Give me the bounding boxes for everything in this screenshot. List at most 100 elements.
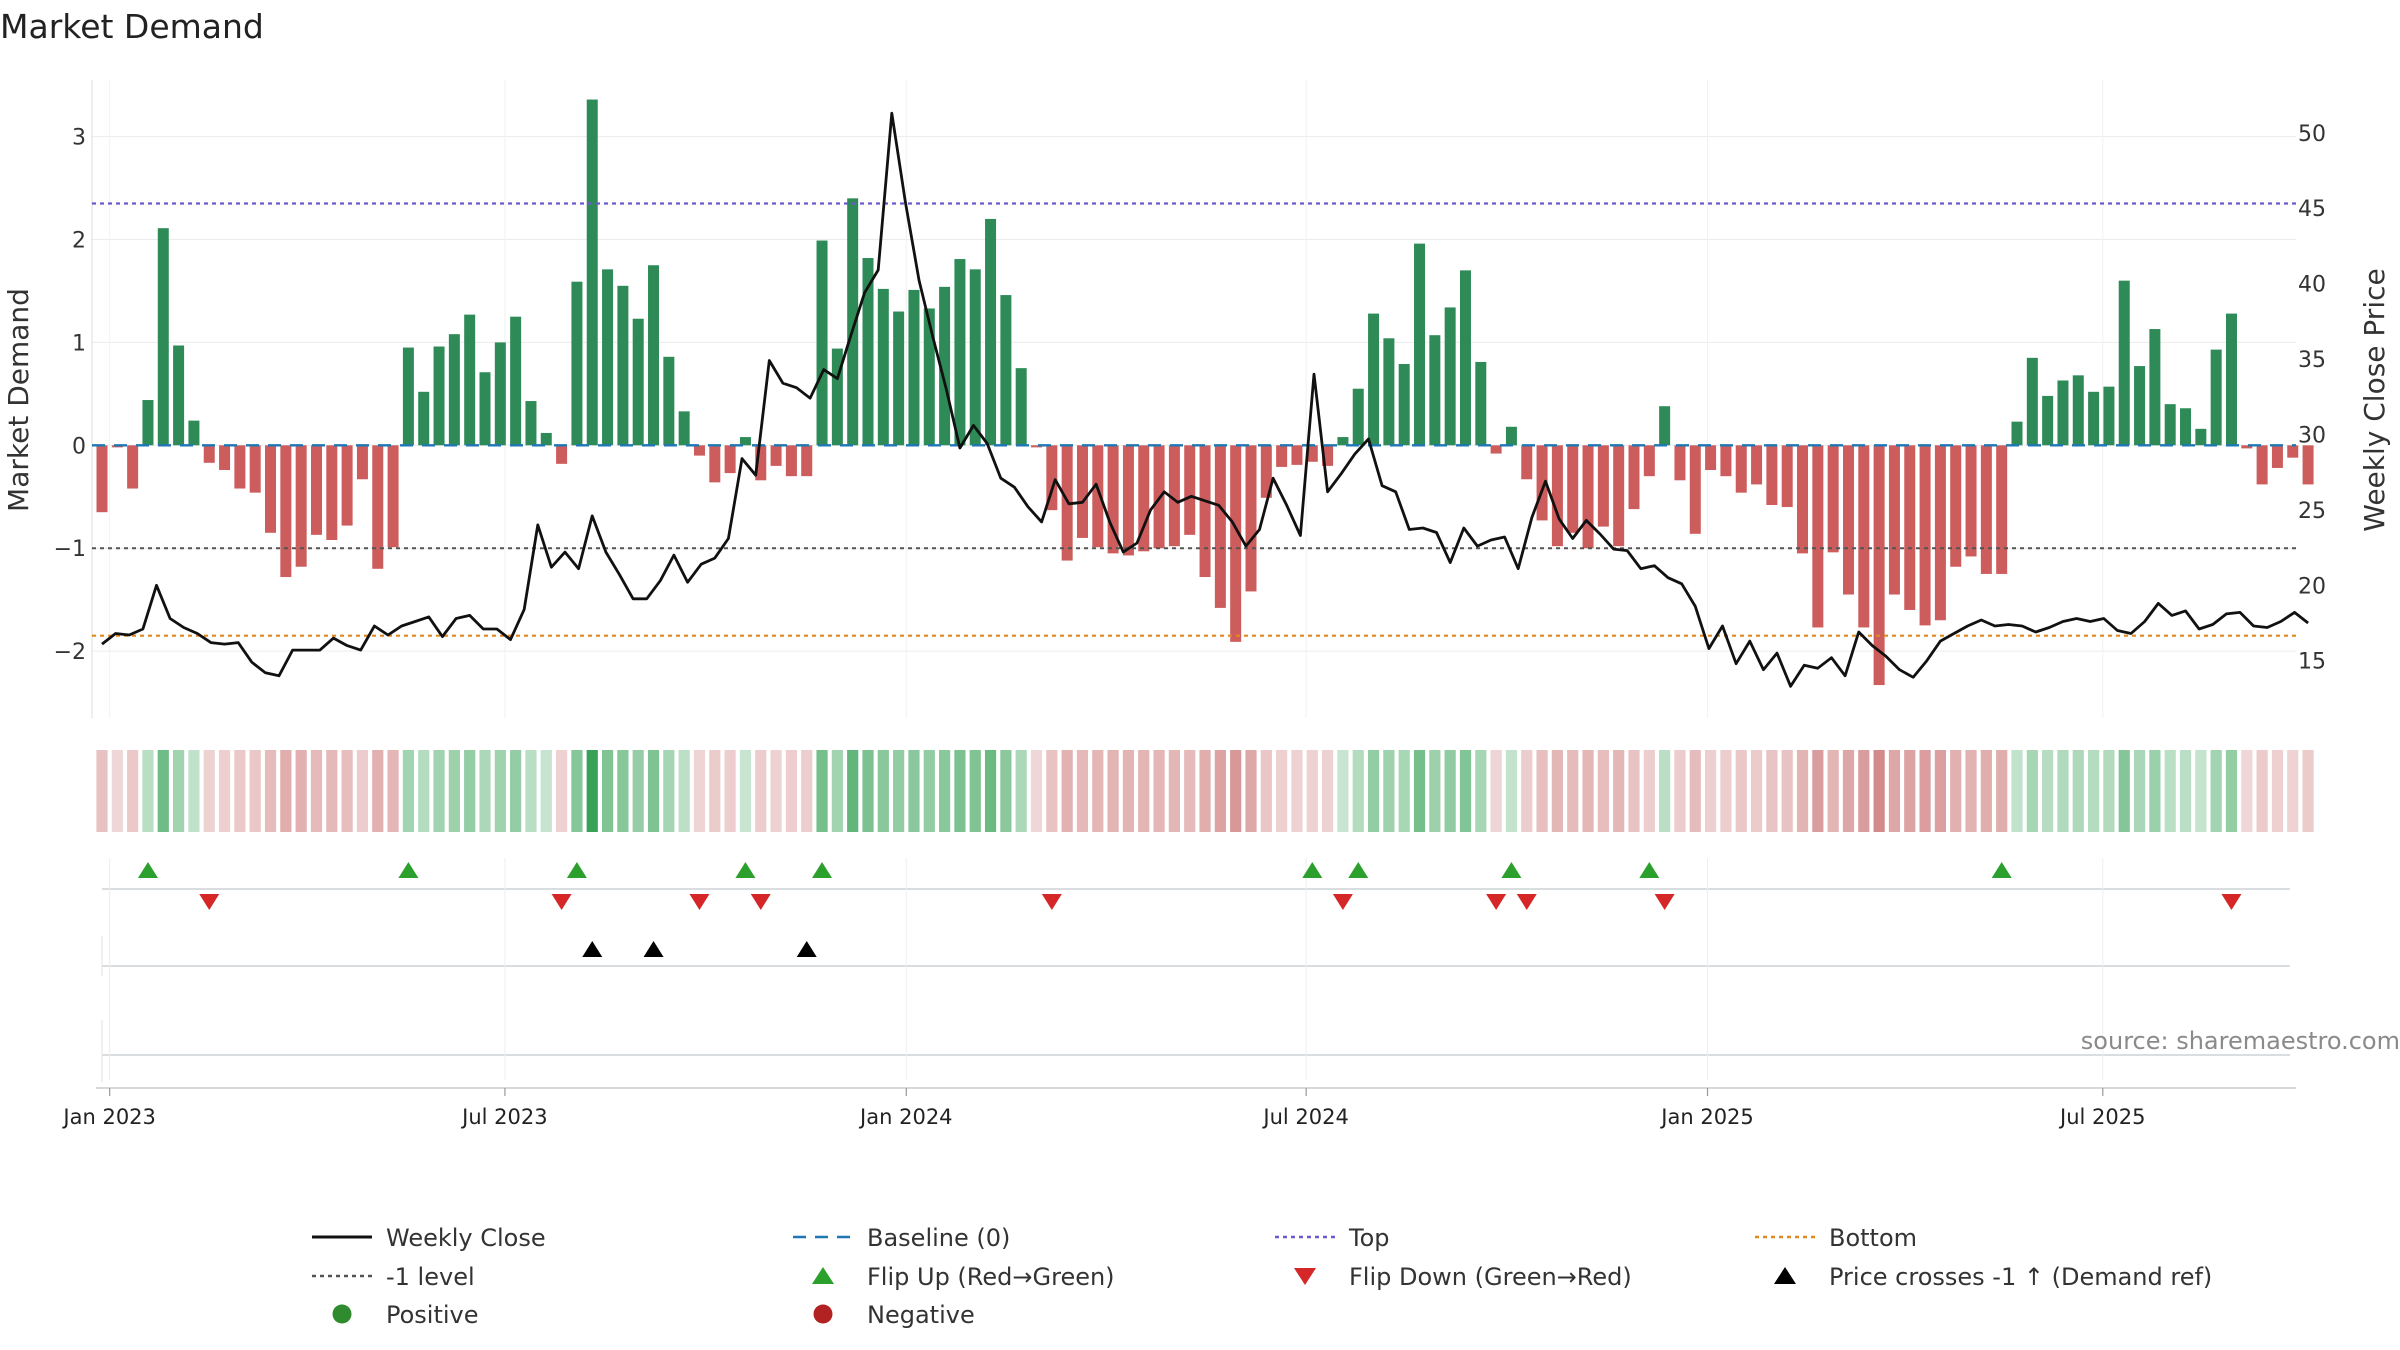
strip-cell <box>801 750 813 832</box>
positive-bar <box>602 269 614 446</box>
negative-bar <box>1735 445 1747 493</box>
strip-cell <box>632 750 644 832</box>
flip-down-marker <box>1041 894 1062 910</box>
strip-cell <box>586 750 598 832</box>
negative-bar <box>709 445 721 483</box>
negative-bar <box>326 445 338 540</box>
negative-bar <box>234 445 246 489</box>
legend-swatch-triangle-down <box>1294 1268 1316 1285</box>
strip-cell <box>1092 750 1104 832</box>
x-tick-label: Jul 2025 <box>2058 1105 2145 1129</box>
negative-bar <box>1812 445 1824 628</box>
positive-bar <box>1475 361 1487 446</box>
level-lines <box>92 202 2296 637</box>
strip-cell <box>1061 750 1073 832</box>
negative-bar <box>1168 445 1180 547</box>
negative-bar <box>1076 445 1088 538</box>
positive-bar <box>847 198 859 446</box>
flip-up-marker <box>1348 862 1369 878</box>
strip-cell <box>1628 750 1640 832</box>
positive-bar <box>2164 404 2176 446</box>
legend-label: Flip Up (Red→Green) <box>867 1263 1115 1291</box>
y-right-tick-label: 45 <box>2298 197 2326 222</box>
positive-bar <box>969 269 981 446</box>
strip-cell <box>755 750 767 832</box>
negative-bar <box>1490 445 1502 454</box>
strip-cell <box>1551 750 1563 832</box>
negative-bar <box>1306 445 1318 462</box>
positive-bar <box>464 314 476 446</box>
y-right-tick-label: 50 <box>2298 122 2326 147</box>
negative-bar <box>1046 445 1058 511</box>
flip-up-marker <box>137 862 158 878</box>
y-right-tick-label: 40 <box>2298 273 2326 298</box>
y-left-tick-label: −2 <box>54 640 86 665</box>
strip-cell <box>2179 750 2192 832</box>
negative-bar <box>1291 445 1303 465</box>
positive-bar <box>586 99 598 446</box>
strip-cell <box>2118 750 2130 832</box>
strip-cell <box>1934 750 1946 832</box>
positive-bar <box>985 218 997 446</box>
positive-bar <box>2225 313 2237 446</box>
positive-bar <box>678 411 690 446</box>
price-cross-marker <box>796 941 817 957</box>
legend: Weekly Close Baseline (0) Top Bottom -1 leve… <box>312 1224 2212 1329</box>
y-right-tick-label: 25 <box>2298 499 2326 524</box>
negative-bar <box>770 445 782 466</box>
strip-cell <box>923 750 935 832</box>
legend-item: Price crosses -1 ↑ (Demand ref) <box>1774 1263 2212 1291</box>
negative-bar <box>127 445 139 489</box>
y-tick-labels: 3 2 1 0 −1 −2 50 45 40 35 30 25 20 15 <box>54 122 2326 675</box>
x-axis: Jan 2023 Jul 2023 Jan 2024 Jul 2024 Jan 2025… <box>61 1087 2296 1129</box>
strip-cell <box>1306 750 1318 832</box>
strip-cell <box>2164 750 2176 832</box>
negative-bar <box>1230 445 1242 642</box>
strip-cell <box>1459 750 1472 832</box>
positive-bar <box>433 346 445 446</box>
negative-bar <box>1858 445 1870 628</box>
negative-bar <box>1536 445 1548 521</box>
event-rows <box>101 858 2290 1082</box>
strip-cell <box>2042 750 2054 832</box>
strip-cell <box>2225 750 2238 832</box>
strip-cell <box>1812 750 1824 832</box>
legend-item: Baseline (0) <box>793 1224 1010 1252</box>
positive-bar <box>2057 380 2069 446</box>
positive-bar <box>2195 428 2207 446</box>
strip-cell <box>709 750 721 832</box>
negative-bar <box>356 445 368 480</box>
strip-cell <box>1950 750 1962 832</box>
positive-bar <box>1659 406 1671 446</box>
flip-up-marker <box>735 862 756 878</box>
positive-bar <box>402 347 414 446</box>
positive-bar <box>1383 338 1395 446</box>
x-tick-label: Jan 2023 <box>61 1105 156 1129</box>
negative-bar <box>1582 445 1594 549</box>
strip-cell <box>939 750 951 832</box>
positive-bar <box>1429 335 1441 446</box>
negative-bar <box>1184 445 1196 535</box>
legend-item: Negative <box>813 1301 975 1329</box>
legend-item: Bottom <box>1755 1224 1917 1252</box>
positive-bar <box>908 289 920 446</box>
strip-cell <box>647 750 660 832</box>
positive-bar <box>2134 366 2146 446</box>
negative-bar <box>1628 445 1640 510</box>
negative-bar <box>265 445 277 533</box>
price-cross-marker <box>582 941 603 957</box>
negative-bar <box>249 445 261 493</box>
legend-item: -1 level <box>312 1263 475 1291</box>
strip-cell <box>2026 750 2038 832</box>
legend-swatch-dot <box>332 1304 352 1324</box>
strip-cell <box>2241 750 2253 832</box>
strip-cell <box>1705 750 1717 832</box>
strip-cell <box>2103 750 2115 832</box>
y-left-tick-label: −1 <box>54 537 86 562</box>
legend-label: Bottom <box>1829 1224 1917 1252</box>
strip-cell <box>418 750 430 832</box>
strip-cell <box>494 750 506 832</box>
strip-cell <box>1873 750 1885 832</box>
flip-down-marker <box>1654 894 1675 910</box>
negative-bar <box>1214 445 1226 608</box>
